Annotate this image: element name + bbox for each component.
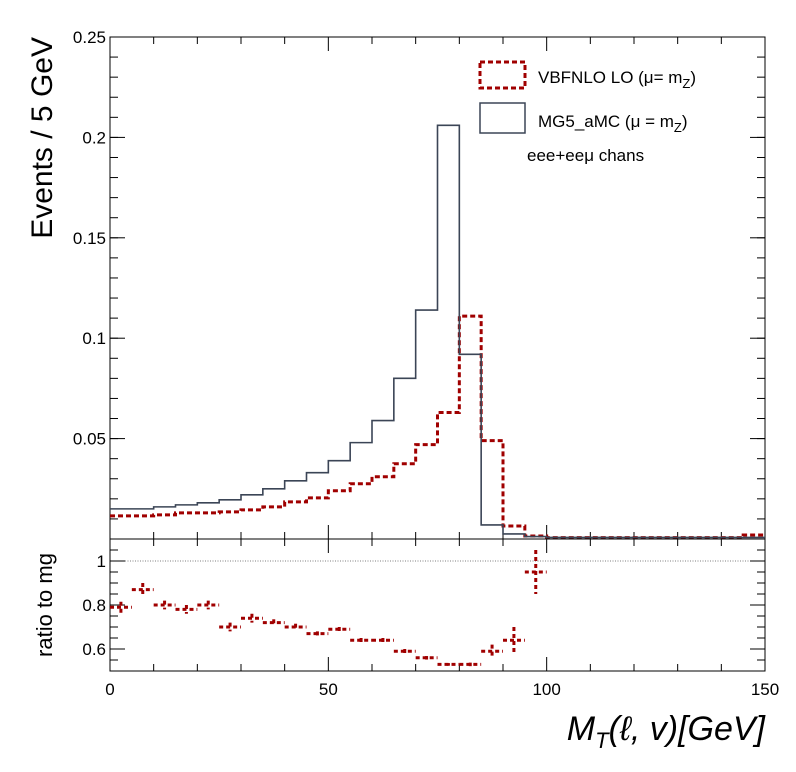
ratio-y-tick-label: 1 [97, 552, 106, 571]
x-tick-label: 150 [751, 680, 779, 699]
y-tick-label-main: 0.2 [82, 128, 106, 147]
series-mg5-line [110, 124, 765, 539]
legend: VBFNLO LO (μ= mZ) MG5_aMC (μ = mZ) eee+e… [478, 60, 696, 165]
ratio-y-tick-label: 0.8 [82, 596, 106, 615]
y-tick-label-main: 0.05 [73, 430, 106, 449]
y-axis-title-main: Events / 5 GeV [26, 37, 59, 239]
y-tick-label-main: 0.25 [73, 28, 106, 47]
main-panel-ticks: 0.05 0.1 0.15 0.2 0.25 [73, 28, 766, 539]
legend-swatch-vbfnlo [478, 60, 527, 90]
legend-label-mg5: MG5_aMC (μ = mZ) [538, 112, 688, 135]
ratio-y-tick-label: 0.6 [82, 640, 106, 659]
x-axis-title: MT(ℓ, v)[GeV] [567, 710, 767, 753]
ratio-panel-ticks: 0.6 0.8 1 0 50 100 150 [82, 539, 779, 699]
x-tick-label: 0 [105, 680, 114, 699]
legend-swatch-mg5 [479, 102, 526, 134]
legend-annotation: eee+eeμ chans [527, 146, 644, 165]
x-tick-label: 50 [319, 680, 338, 699]
y-tick-label-main: 0.15 [73, 229, 106, 248]
x-tick-label: 100 [532, 680, 560, 699]
ratio-panel-points [110, 550, 547, 667]
series-vbfnlo-line [110, 314, 765, 540]
main-panel-series [110, 124, 765, 540]
legend-label-vbfnlo: VBFNLO LO (μ= mZ) [538, 68, 696, 91]
y-tick-label-main: 0.1 [82, 329, 106, 348]
y-axis-title-ratio: ratio to mg [32, 553, 57, 657]
